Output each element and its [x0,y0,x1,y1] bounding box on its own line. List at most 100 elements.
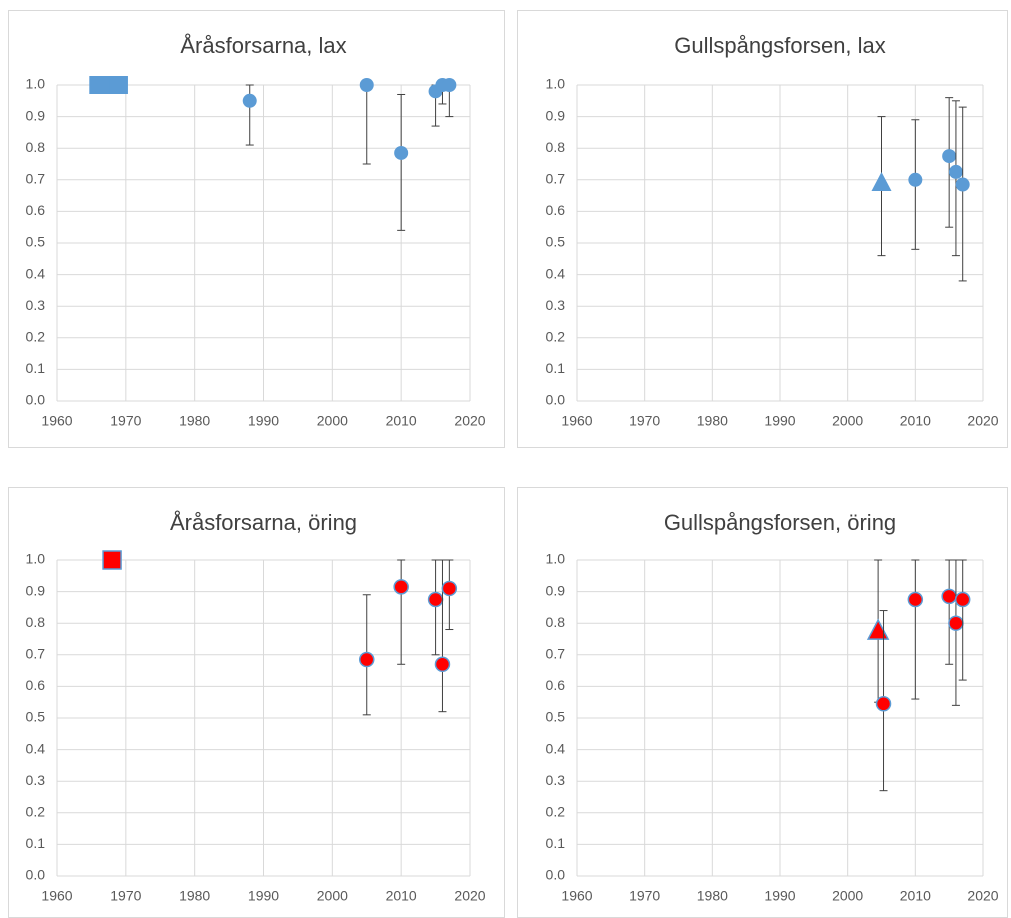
marker-circle [393,579,409,595]
y-tick-label: 0.2 [546,329,566,345]
y-tick-label: 0.7 [26,171,46,187]
y-tick-label: 0.5 [546,709,566,725]
y-tick-label: 0.9 [546,582,566,598]
y-tick-label: 0.5 [546,234,566,250]
y-tick-label: 0.2 [26,804,46,820]
y-tick-label: 1.0 [546,551,566,567]
x-tick-label: 1960 [41,413,72,429]
y-tick-label: 0.9 [546,107,566,123]
x-tick-label: 1970 [110,888,141,904]
x-tick-label: 1970 [110,413,141,429]
y-tick-label: 0.2 [26,329,46,345]
x-tick-label: 2010 [900,888,931,904]
marker-circle [875,696,892,712]
y-tick-label: 1.0 [26,551,46,567]
x-tick-label: 1960 [561,413,592,429]
chart-title: Åråsforsarna, lax [180,33,346,58]
marker-circle [359,651,375,668]
marker-circle [948,615,964,631]
chart-title: Gullspångsforsen, lax [674,33,886,58]
y-tick-label: 0.8 [26,614,46,630]
x-tick-label: 1970 [629,888,660,904]
chart-title: Gullspångsforsen, öring [664,510,896,535]
y-tick-label: 0.0 [26,867,46,883]
marker-circle [394,145,409,160]
y-tick-label: 0.3 [546,297,566,313]
x-tick-label: 2010 [386,888,417,904]
marker-circle [441,580,458,597]
y-tick-label: 0.7 [546,171,566,187]
y-tick-label: 0.7 [546,646,566,662]
y-tick-label: 0.8 [546,139,566,155]
y-tick-label: 0.4 [546,265,566,281]
x-tick-label: 1990 [764,888,795,904]
y-tick-label: 0.8 [546,614,566,630]
x-tick-label: 2020 [454,888,485,904]
x-tick-label: 1960 [41,888,72,904]
y-tick-label: 0.6 [546,202,566,218]
y-tick-label: 0.3 [26,297,46,313]
y-tick-label: 1.0 [546,76,566,92]
x-tick-label: 2020 [454,413,485,429]
y-tick-label: 0.4 [26,740,46,756]
x-tick-label: 1990 [764,413,795,429]
x-tick-label: 1980 [697,888,728,904]
marker-circle [242,93,257,108]
y-tick-label: 0.1 [26,360,46,376]
x-tick-label: 1960 [561,888,592,904]
marker-circle [942,149,957,164]
y-tick-label: 0.4 [26,265,46,281]
marker-circle [359,78,374,92]
x-tick-label: 1990 [248,413,279,429]
x-tick-label: 1980 [179,888,210,904]
x-tick-label: 2000 [832,888,863,904]
x-tick-label: 2020 [967,413,998,429]
y-tick-label: 1.0 [26,76,46,92]
panel [8,487,505,918]
y-tick-label: 0.0 [26,392,46,408]
marker-circle [954,591,971,608]
y-tick-label: 0.9 [26,107,46,123]
y-tick-label: 0.1 [546,835,566,851]
x-tick-label: 1980 [179,413,210,429]
y-tick-label: 0.0 [546,392,566,408]
y-tick-label: 0.8 [26,139,46,155]
x-tick-label: 1980 [697,413,728,429]
y-tick-label: 0.3 [546,772,566,788]
y-tick-label: 0.1 [26,835,46,851]
marker-circle [907,591,924,608]
x-tick-label: 2000 [317,413,348,429]
y-tick-label: 0.7 [26,646,46,662]
y-tick-label: 0.0 [546,867,566,883]
marker-circle [908,172,923,187]
panel [517,487,1008,918]
y-tick-label: 0.6 [546,677,566,693]
y-tick-label: 0.5 [26,234,46,250]
chart-title: Åråsforsarna, öring [170,510,357,535]
y-tick-label: 0.5 [26,709,46,725]
marker-circle [948,164,963,179]
x-tick-label: 2020 [967,888,998,904]
marker-triangle [871,171,892,191]
marker-circle [442,78,457,92]
marker-square [109,76,128,94]
marker-square [102,550,122,570]
x-tick-label: 2010 [386,413,417,429]
y-tick-label: 0.9 [26,582,46,598]
y-tick-label: 0.6 [26,677,46,693]
x-tick-label: 2000 [832,413,863,429]
x-tick-label: 1990 [248,888,279,904]
y-tick-label: 0.6 [26,202,46,218]
y-tick-label: 0.1 [546,360,566,376]
x-tick-label: 2010 [900,413,931,429]
y-tick-label: 0.2 [546,804,566,820]
x-tick-label: 2000 [317,888,348,904]
y-tick-label: 0.3 [26,772,46,788]
panel [517,10,1008,448]
marker-circle [955,177,970,192]
x-tick-label: 1970 [629,413,660,429]
marker-circle [434,656,451,673]
marker-circle [427,591,444,608]
marker-circle [941,588,957,605]
